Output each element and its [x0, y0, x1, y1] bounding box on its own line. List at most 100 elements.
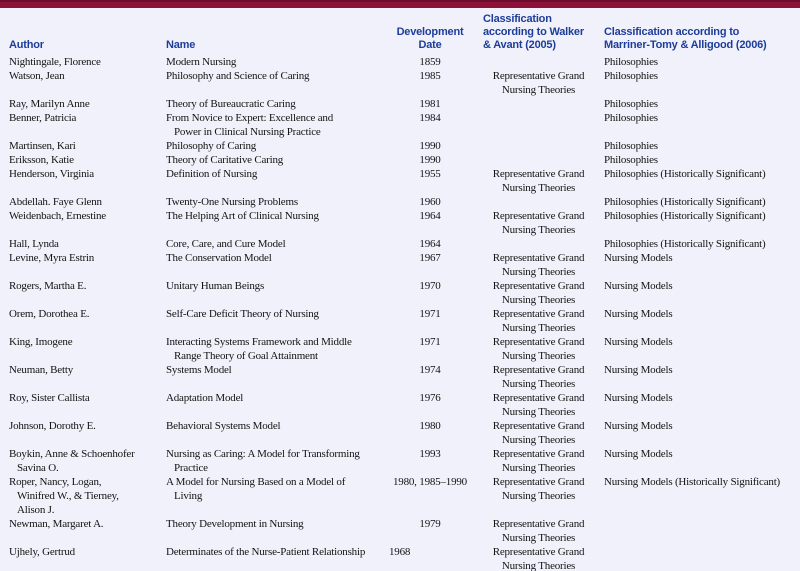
author-cell: Orem, Dorothea E. — [9, 308, 90, 320]
theory-name-cell: Philosophy and Science of Caring — [166, 70, 310, 82]
development-date-cell: 1964 — [419, 210, 441, 222]
marriner-tomy-alligood-classification-cell: Philosophies — [604, 70, 658, 82]
development-date-cell: 1974 — [419, 364, 441, 376]
walker-avant-classification-cell: Representative Grand Nursing Theories — [492, 308, 585, 334]
marriner-tomy-alligood-classification-cell — [602, 517, 800, 545]
development-date-cell: 1968 — [389, 546, 411, 558]
marriner-tomy-alligood-classification-cell: Philosophies — [604, 112, 658, 124]
theory-name-cell: Adaptation Model — [166, 392, 244, 404]
table-row: King, Imogene Interacting Systems Framewo… — [0, 335, 800, 363]
table-row: Benner, Patricia From Novice to Expert: E… — [0, 111, 800, 139]
marriner-tomy-alligood-classification-cell: Nursing Models — [604, 336, 673, 348]
author-cell: Newman, Margaret A. — [9, 518, 104, 530]
development-date-cell: 1976 — [419, 392, 441, 404]
table-row: Boykin, Anne & Schoenhofer Savina O. Nurs… — [0, 447, 800, 475]
walker-avant-classification-cell: Representative Grand Nursing Theories — [492, 518, 585, 544]
table-row: Neuman, Betty Systems Model 1974 Representa… — [0, 363, 800, 391]
walker-avant-classification-cell: Representative Grand Nursing Theories — [492, 476, 585, 502]
theory-name-cell: Self-Care Deficit Theory of Nursing — [166, 308, 319, 320]
development-date-cell: 1971 — [419, 308, 441, 320]
author-cell: Benner, Patricia — [9, 112, 77, 124]
column-header-walker-classification: Classification according to Walker & Ava… — [483, 13, 584, 51]
author-cell: Roper, Nancy, Logan, Winifred W., & Tier… — [9, 476, 119, 516]
marriner-tomy-alligood-classification-cell: Philosophies (Historically Significant) — [604, 168, 766, 180]
marriner-tomy-alligood-classification-cell: Nursing Models — [604, 392, 673, 404]
walker-avant-classification-cell: Representative Grand Nursing Theories — [492, 168, 585, 194]
development-date-cell: 1981 — [419, 98, 441, 110]
walker-avant-classification-cell: Representative Grand Nursing Theories — [492, 546, 585, 571]
walker-avant-classification-cell — [475, 139, 602, 153]
author-cell: Rogers, Martha E. — [9, 280, 87, 292]
author-cell: Levine, Myra Estrin — [9, 252, 95, 264]
theory-name-cell: Determinates of the Nurse-Patient Relati… — [166, 546, 366, 558]
development-date-cell: 1990 — [419, 140, 441, 152]
theory-name-cell: Philosophy of Caring — [166, 140, 257, 152]
theory-name-cell: Modern Nursing — [166, 56, 237, 68]
theory-name-cell: Definition of Nursing — [166, 168, 258, 180]
walker-avant-classification-cell — [475, 237, 602, 251]
walker-avant-classification-cell — [475, 111, 602, 139]
marriner-tomy-alligood-classification-cell: Nursing Models — [604, 448, 673, 460]
theory-name-cell: Theory of Bureaucratic Caring — [166, 98, 296, 110]
table-row: Abdellah. Faye Glenn Twenty-One Nursing P… — [0, 195, 800, 209]
author-cell: Martinsen, Kari — [9, 140, 76, 152]
author-cell: Boykin, Anne & Schoenhofer Savina O. — [9, 448, 135, 474]
theory-name-cell: From Novice to Expert: Excellence and Po… — [166, 112, 334, 138]
author-cell: Nightingale, Florence — [9, 56, 101, 68]
table-row: Roper, Nancy, Logan, Winifred W., & Tier… — [0, 475, 800, 517]
author-cell: Roy, Sister Callista — [9, 392, 90, 404]
theory-name-cell: The Helping Art of Clinical Nursing — [166, 210, 319, 222]
table-row: Henderson, Virginia Definition of Nursing… — [0, 167, 800, 195]
table-row: Nightingale, Florence Modern Nursing 1859 P… — [0, 55, 800, 69]
walker-avant-classification-cell — [475, 153, 602, 167]
development-date-cell: 1955 — [419, 168, 441, 180]
development-date-cell: 1967 — [419, 252, 441, 264]
development-date-cell: 1980, 1985–1990 — [392, 476, 467, 488]
marriner-tomy-alligood-classification-cell: Nursing Models — [604, 308, 673, 320]
marriner-tomy-alligood-classification-cell: Philosophies (Historically Significant) — [604, 238, 766, 250]
author-cell: Neuman, Betty — [9, 364, 73, 376]
theory-name-cell: Systems Model — [166, 364, 232, 376]
marriner-tomy-alligood-classification-cell: Philosophies — [604, 56, 658, 68]
table-row: Weidenbach, Ernestine The Helping Art of … — [0, 209, 800, 237]
walker-avant-classification-cell: Representative Grand Nursing Theories — [492, 70, 585, 96]
nursing-theories-table: Author Name Development Date Classificat… — [0, 8, 800, 571]
walker-avant-classification-cell: Representative Grand Nursing Theories — [492, 280, 585, 306]
development-date-cell: 1990 — [419, 154, 441, 166]
walker-avant-classification-cell: Representative Grand Nursing Theories — [492, 448, 585, 474]
marriner-tomy-alligood-classification-cell: Nursing Models — [604, 280, 673, 292]
theory-name-cell: Twenty-One Nursing Problems — [166, 196, 298, 208]
development-date-cell: 1960 — [419, 196, 441, 208]
table-row: Rogers, Martha E. Unitary Human Beings 197… — [0, 279, 800, 307]
development-date-cell: 1971 — [419, 336, 441, 348]
development-date-cell: 1985 — [419, 70, 441, 82]
table-row: Orem, Dorothea E. Self-Care Deficit Theor… — [0, 307, 800, 335]
walker-avant-classification-cell: Representative Grand Nursing Theories — [492, 364, 585, 390]
table-row: Hall, Lynda Core, Care, and Cure Model 196… — [0, 237, 800, 251]
marriner-tomy-alligood-classification-cell: Nursing Models (Historically Significant… — [604, 476, 781, 488]
development-date-cell: 1859 — [419, 56, 441, 68]
table-header-row: Author Name Development Date Classificat… — [0, 8, 800, 52]
table-row: Roy, Sister Callista Adaptation Model 1976… — [0, 391, 800, 419]
walker-avant-classification-cell: Representative Grand Nursing Theories — [492, 210, 585, 236]
walker-avant-classification-cell: Representative Grand Nursing Theories — [492, 420, 585, 446]
table-row: Watson, Jean Philosophy and Science of Ca… — [0, 69, 800, 97]
author-cell: Ray, Marilyn Anne — [9, 98, 90, 110]
column-header-author: Author — [9, 39, 44, 51]
walker-avant-classification-cell — [475, 97, 602, 111]
development-date-cell: 1984 — [419, 112, 441, 124]
top-accent-bar — [0, 0, 800, 8]
table-row: Ray, Marilyn Anne Theory of Bureaucratic … — [0, 97, 800, 111]
marriner-tomy-alligood-classification-cell — [602, 545, 800, 571]
marriner-tomy-alligood-classification-cell: Philosophies (Historically Significant) — [604, 196, 766, 208]
author-cell: Weidenbach, Ernestine — [9, 210, 106, 222]
walker-avant-classification-cell — [475, 195, 602, 209]
author-cell: Eriksson, Katie — [9, 154, 74, 166]
author-cell: King, Imogene — [9, 336, 73, 348]
development-date-cell: 1970 — [419, 280, 441, 292]
theory-name-cell: Behavioral Systems Model — [166, 420, 281, 432]
table-row: Ujhely, Gertrud Determinates of the Nurse… — [0, 545, 800, 571]
column-header-marriner-classification: Classification according to Marriner-Tom… — [604, 26, 767, 51]
marriner-tomy-alligood-classification-cell: Nursing Models — [604, 420, 673, 432]
